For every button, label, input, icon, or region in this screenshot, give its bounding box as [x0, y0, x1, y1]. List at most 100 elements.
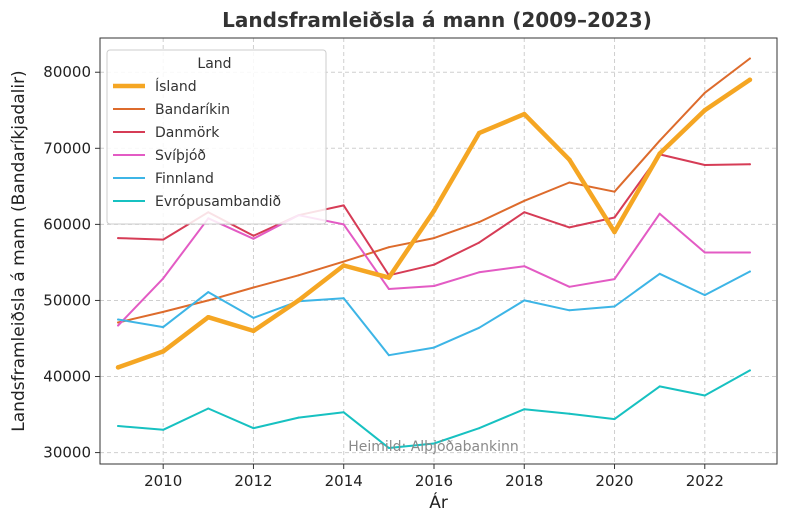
data-point: [387, 246, 390, 249]
data-point: [433, 285, 435, 287]
x-tick-label: 2010: [144, 472, 182, 490]
data-point: [703, 164, 706, 166]
data-point: [748, 57, 751, 60]
data-point: [433, 442, 435, 445]
data-point: [387, 288, 390, 290]
data-point: [117, 425, 120, 427]
series-i-sland: [115, 77, 753, 370]
data-point: [252, 237, 255, 240]
y-axis-label: Landsframleiðsla á mann (Bandaríkjadalir…: [9, 70, 29, 431]
data-point: [523, 265, 526, 268]
data-point: [478, 221, 481, 224]
x-tick-label: 2018: [505, 472, 543, 490]
data-point: [342, 297, 345, 300]
data-point: [568, 285, 571, 288]
data-point: [117, 237, 120, 240]
data-point: [478, 241, 481, 244]
series-layer: [115, 57, 753, 449]
data-point: [568, 226, 571, 229]
data-point: [297, 274, 300, 277]
data-point: [747, 77, 753, 83]
data-point: [523, 408, 526, 411]
y-tick-label: 60000: [43, 215, 91, 233]
data-point: [476, 130, 482, 136]
data-point: [162, 428, 165, 431]
data-point: [703, 91, 706, 94]
legend-label: Finnland: [155, 171, 214, 187]
series-finnland: [117, 270, 751, 357]
data-point: [657, 151, 662, 156]
data-point: [117, 321, 120, 324]
data-point: [568, 309, 571, 312]
data-point: [386, 275, 392, 280]
y-tick-label: 40000: [43, 368, 91, 386]
data-point: [162, 238, 165, 241]
legend-label: Svíþjóð: [155, 148, 206, 164]
legend-title: Land: [197, 56, 231, 72]
data-point: [433, 263, 435, 266]
data-point: [341, 263, 346, 268]
data-point: [703, 294, 706, 297]
data-point: [207, 291, 210, 294]
legend-item: Finnland: [113, 171, 214, 187]
data-point: [252, 427, 255, 430]
legend-item: Danmörk: [113, 125, 220, 141]
data-point: [478, 427, 481, 430]
data-point: [612, 229, 617, 235]
legend: Land Ísland Bandaríkin Danmörk Svíþjóð Finnl…: [106, 49, 327, 225]
data-point: [117, 324, 120, 327]
y-tick-label: 80000: [43, 63, 91, 81]
legend-box: [106, 49, 327, 225]
data-point: [252, 234, 255, 237]
legend-item: Bandaríkin: [113, 102, 230, 118]
data-point: [567, 157, 572, 162]
legend-label: Danmörk: [155, 125, 220, 141]
data-point: [613, 305, 616, 308]
plot-frame: [99, 37, 778, 465]
data-point: [748, 251, 751, 254]
data-point: [748, 270, 751, 273]
data-point: [703, 251, 706, 254]
data-point: [523, 299, 526, 302]
data-point: [431, 208, 437, 213]
data-point: [523, 199, 526, 202]
legend-item: Svíþjóð: [113, 148, 206, 164]
data-point: [206, 314, 211, 320]
data-point: [613, 190, 616, 193]
data-point: [387, 354, 390, 357]
data-point: [162, 310, 165, 313]
data-point: [297, 416, 300, 419]
data-point: [252, 316, 255, 319]
x-tick-label: 2022: [686, 472, 724, 490]
data-point: [342, 411, 345, 414]
data-point: [703, 394, 706, 397]
data-point: [568, 412, 571, 415]
data-point: [117, 318, 120, 321]
data-point: [342, 204, 345, 207]
x-axis-label: Ár: [429, 491, 448, 513]
data-point: [252, 286, 255, 289]
data-point: [613, 216, 616, 219]
data-point: [207, 299, 210, 302]
data-point: [568, 181, 571, 184]
x-tick-label: 2016: [415, 472, 453, 490]
legend-item: Evrópusambandið: [113, 194, 281, 210]
data-point: [433, 237, 435, 240]
data-point: [162, 326, 165, 329]
data-point: [115, 365, 121, 370]
series-evro-pusambandi: [117, 369, 751, 449]
legend-label: Bandaríkin: [155, 102, 230, 118]
data-point: [207, 407, 210, 410]
data-point: [522, 111, 527, 117]
data-point: [748, 369, 751, 372]
data-point: [702, 108, 708, 113]
legend-label: Evrópusambandið: [155, 194, 281, 210]
data-point: [387, 447, 390, 449]
legend-item: Ísland: [113, 78, 197, 95]
data-point: [748, 163, 751, 166]
data-point: [433, 346, 435, 349]
data-point: [478, 326, 481, 329]
data-point: [160, 349, 166, 354]
x-tick-label: 2012: [234, 472, 272, 490]
legend-label: Ísland: [155, 78, 197, 95]
